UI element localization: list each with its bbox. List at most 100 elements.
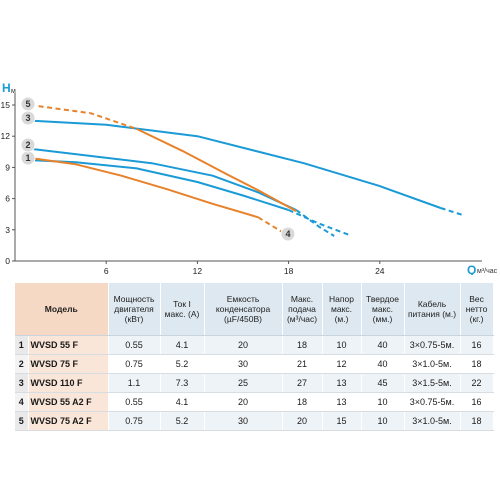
- table-header-row: Модель Мощность двигателя (кВт) Ток I ма…: [15, 283, 494, 336]
- x-tick-label: 6: [104, 266, 109, 275]
- series-marker-2: [20, 137, 36, 153]
- table-row: 1 WVSD 55 F 0.55 4.1 20 18 10 40 3×0.75-…: [15, 335, 494, 355]
- row-weight: 22: [460, 373, 494, 393]
- row-model: WVSD 55 A2 F: [28, 392, 109, 412]
- row-weight: 16: [460, 392, 494, 412]
- row-solid: 45: [361, 373, 405, 393]
- row-capacitor: 30: [204, 354, 283, 374]
- row-solid: 10: [361, 411, 405, 431]
- y-axis-unit: м: [11, 88, 16, 95]
- row-cable: 3×1.5-5м.: [404, 373, 461, 393]
- x-tick-label: 24: [375, 266, 385, 275]
- header-cable: Кабель питания (м.): [404, 283, 461, 336]
- curve-3-solid: [30, 119, 441, 209]
- table-row: 2 WVSD 75 F 0.75 5.2 30 21 12 40 3×1.0-5…: [15, 354, 494, 374]
- curve-5-solid: [136, 127, 297, 212]
- row-number: 2: [15, 354, 29, 374]
- series-marker-5: [20, 96, 36, 112]
- y-tick-label: 0: [5, 256, 10, 266]
- row-cable: 3×0.75-5м.: [404, 392, 461, 412]
- row-power: 0.75: [108, 354, 161, 374]
- row-number: 4: [15, 392, 29, 412]
- y-tick-label: 12: [1, 131, 11, 141]
- row-flow: 18: [282, 335, 323, 355]
- header-solid: Твердое макс. (мм.): [361, 283, 405, 336]
- row-cable: 3×1.0-5м.: [404, 411, 461, 431]
- x-axis-unit: м³/час: [477, 268, 498, 275]
- series-marker-label-1: 1: [25, 153, 30, 163]
- row-head: 13: [322, 373, 362, 393]
- chart-markers: 1 2 3 4 5: [20, 96, 296, 242]
- y-tick-label: 15: [1, 100, 11, 110]
- x-axis-letter: Q: [467, 263, 476, 275]
- table-row: 5 WVSD 75 A2 F 0.75 5.2 30 20 15 10 3×1.…: [15, 411, 494, 431]
- row-current: 7.3: [160, 373, 205, 393]
- row-model: WVSD 55 F: [28, 335, 109, 355]
- header-model: Модель: [15, 283, 109, 336]
- row-solid: 40: [361, 335, 405, 355]
- row-current: 4.1: [160, 335, 205, 355]
- row-flow: 27: [282, 373, 323, 393]
- row-power: 1.1: [108, 373, 161, 393]
- curve-3-dashed: [440, 207, 464, 217]
- curve-2-dashed: [295, 209, 335, 237]
- row-cable: 3×0.75-5м.: [404, 335, 461, 355]
- row-number: 5: [15, 411, 29, 431]
- curve-1-solid: [30, 159, 289, 211]
- header-flow: Макс. подача (м³/час): [282, 283, 323, 336]
- row-capacitor: 25: [204, 373, 283, 393]
- row-model: WVSD 110 F: [28, 373, 109, 393]
- row-current: 5.2: [160, 411, 205, 431]
- curve-2-solid: [30, 147, 297, 211]
- x-tick-label: 18: [284, 266, 294, 275]
- row-head: 10: [322, 335, 362, 355]
- row-solid: 10: [361, 392, 405, 412]
- row-current: 5.2: [160, 354, 205, 374]
- row-number: 3: [15, 373, 29, 393]
- row-solid: 40: [361, 354, 405, 374]
- row-head: 13: [322, 392, 362, 412]
- y-axis-letter: H: [2, 81, 11, 95]
- series-marker-label-3: 3: [25, 113, 30, 123]
- row-flow: 20: [282, 411, 323, 431]
- header-weight: Вес нетто (кг.): [460, 283, 494, 336]
- y-tick-label: 3: [5, 225, 10, 235]
- row-number: 1: [15, 335, 29, 355]
- y-tick-label: 6: [5, 194, 10, 204]
- row-capacitor: 20: [204, 392, 283, 412]
- curve-4-solid: [30, 157, 259, 219]
- row-head: 12: [322, 354, 362, 374]
- series-marker-4: [280, 226, 296, 242]
- row-capacitor: 20: [204, 335, 283, 355]
- row-power: 0.55: [108, 335, 161, 355]
- row-cable: 3×1.0-5м.: [404, 354, 461, 374]
- table-row: 3 WVSD 110 F 1.1 7.3 25 27 13 45 3×1.5-5…: [15, 373, 494, 393]
- spec-table: Модель Мощность двигателя (кВт) Ток I ма…: [15, 283, 494, 431]
- y-tick-label: 9: [5, 162, 10, 172]
- row-head: 15: [322, 411, 362, 431]
- chart-curves: [30, 104, 464, 237]
- curve-5-dashed: [30, 104, 137, 130]
- row-weight: 18: [460, 354, 494, 374]
- row-flow: 21: [282, 354, 323, 374]
- header-head: Напор макс. (м.): [322, 283, 362, 336]
- table-row: 4 WVSD 55 A2 F 0.55 4.1 20 18 13 10 3×0.…: [15, 392, 494, 412]
- row-power: 0.55: [108, 392, 161, 412]
- x-tick-label: 12: [193, 266, 203, 275]
- series-marker-label-2: 2: [25, 140, 30, 150]
- row-power: 0.75: [108, 411, 161, 431]
- row-weight: 16: [460, 335, 494, 355]
- row-model: WVSD 75 F: [28, 354, 109, 374]
- series-marker-label-4: 4: [285, 229, 290, 239]
- series-marker-label-5: 5: [25, 99, 30, 109]
- row-flow: 18: [282, 392, 323, 412]
- row-current: 4.1: [160, 392, 205, 412]
- curve-1-dashed: [288, 209, 350, 236]
- header-capacitor: Емкость конденсатора (µF/450B): [204, 283, 283, 336]
- header-power: Мощность двигателя (кВт): [108, 283, 161, 336]
- header-current: Ток I макс. (A): [160, 283, 205, 336]
- row-weight: 18: [460, 411, 494, 431]
- row-model: WVSD 75 A2 F: [28, 411, 109, 431]
